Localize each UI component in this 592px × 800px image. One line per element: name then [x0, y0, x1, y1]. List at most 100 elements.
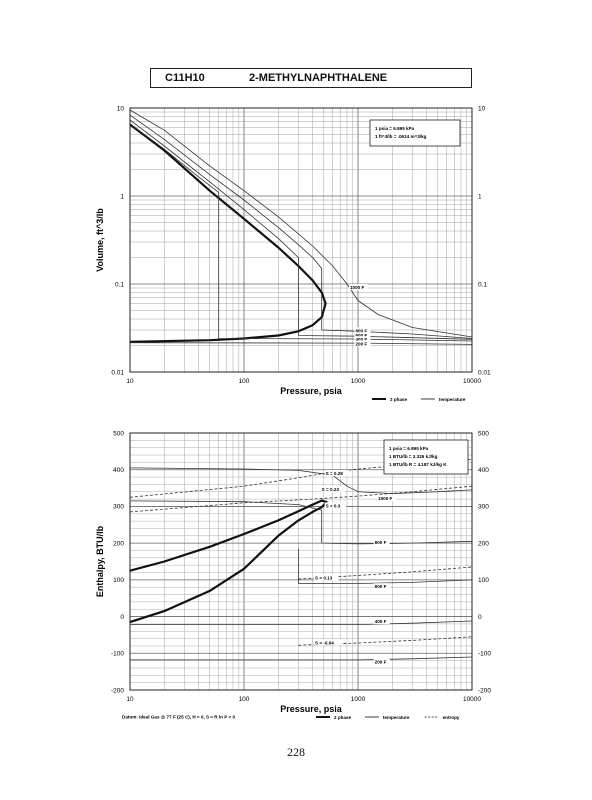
chart2-curve-label: 600 F	[375, 584, 387, 589]
chart2-legend-label: entropy	[443, 715, 460, 720]
chart1-conversion-line: 1 ft^3/lb = .0624 m^3/kg	[375, 134, 427, 139]
chart2-curve-label-bg	[373, 539, 390, 546]
chart2-series-s-0-23	[129, 485, 473, 513]
chart1-y-tick-label-right: 10	[478, 105, 486, 112]
chart2-y-tick-label-left: 100	[113, 577, 124, 584]
chart1-conversion-line: 1 psia = 6.895 kPa	[375, 126, 415, 131]
chart1-curve-label-bg	[348, 284, 368, 291]
chart2-curve-label-bg	[314, 574, 339, 581]
chart2-plot-frame	[129, 432, 473, 691]
chart2-conversion-box	[383, 439, 469, 475]
chart2-y-tick-label-right: 100	[478, 577, 489, 584]
chart1-series-1000-f	[129, 109, 473, 338]
chart2-series-s-0-04	[298, 636, 473, 646]
chart2-curve-label-bg	[324, 502, 347, 509]
chart1-y-tick-label-left: 1	[120, 193, 124, 200]
chart2-x-tick-label: 10000	[463, 696, 481, 703]
chart2-curve-label: S = 0.28	[326, 471, 344, 476]
chart1-x-tick-label: 10000	[463, 378, 481, 385]
chart2-x-tick-label: 100	[239, 696, 250, 703]
chart2-y-tick-label-left: 200	[113, 540, 124, 547]
chart2-series-800-f	[129, 500, 473, 545]
chart1-x-tick-label: 100	[239, 378, 250, 385]
chart1-curve-label: 200 F	[355, 341, 367, 346]
chart2-conversion-line: 1 BTU/lb = 2.326 kJ/kg	[389, 454, 438, 459]
chart2-conversion-line: 1 psia = 6.895 kPa	[389, 446, 429, 451]
chart1-x-tick-label: 1000	[351, 378, 366, 385]
chart1-curve-label: 600 F	[355, 333, 367, 338]
chart2-curve-label-bg	[320, 485, 346, 492]
chart1-curve-label: 400 F	[355, 337, 367, 342]
chart1-legend-label: 2 phase	[390, 397, 408, 402]
chart1-curve-label: 800 F	[355, 328, 367, 333]
chart1-y-tick-label-right: 0.1	[478, 281, 487, 288]
chart1-curve-label-bg	[354, 327, 371, 334]
chart1-y-tick-label-left: 0.01	[111, 369, 124, 376]
chart2-y-tick-label-right: 500	[478, 430, 489, 437]
chart2-curve-label: 800 F	[375, 540, 387, 545]
chart1-x-tick-label: 10	[126, 378, 134, 385]
chart2-series-s-0-28	[129, 459, 473, 498]
chart1-series-800-f	[129, 114, 473, 339]
chart2-series-s-0-13	[298, 566, 473, 580]
chart2-x-tick-label: 1000	[351, 696, 366, 703]
chart2-y-tick-label-right: -200	[478, 687, 491, 694]
chart1-series-400-f	[129, 123, 473, 342]
chart1-curve-label-bg	[354, 336, 371, 343]
chart2-legend-label: 2 phase	[334, 715, 352, 720]
chart1-y-tick-label-left: 10	[117, 105, 125, 112]
chart2-curve-label: 1000 F	[378, 496, 392, 501]
chart2-y-tick-label-left: 300	[113, 504, 124, 511]
chart2-curve-label-bg	[314, 639, 342, 646]
chart2-series-600-f	[298, 548, 473, 584]
chart2-curve-label: S = 0.13	[315, 575, 333, 580]
chart1-plot-frame	[129, 107, 473, 373]
chart2-y-tick-label-left: 0	[120, 614, 124, 621]
chart1-y-tick-label-right: 0.01	[478, 369, 491, 376]
chart2-y-tick-label-right: -100	[478, 651, 491, 658]
chart1-y-axis-label: Volume, ft^3/lb	[95, 208, 105, 272]
chart2-curve-label-bg	[324, 470, 350, 477]
chart2-y-tick-label-left: -100	[111, 651, 124, 658]
chart2-curve-label-bg	[373, 658, 390, 665]
chart2-curve-label: S = -0.04	[315, 640, 334, 645]
chart1-curve-label: 1000 F	[350, 285, 364, 290]
chart-header-box: C11H10 2-METHYLNAPHTHALENE	[150, 68, 472, 88]
chart2-conversion-line: 1 BTU/lb R = 4.187 kJ/kg K	[389, 462, 447, 467]
chart1-y-tick-label-right: 1	[478, 193, 482, 200]
chart2-y-tick-label-right: 400	[478, 467, 489, 474]
chart2-y-tick-label-right: 0	[478, 614, 482, 621]
chart1-y-tick-label-left: 0.1	[115, 281, 124, 288]
chart2-series-2-phase	[129, 499, 328, 624]
chart2-curve-label-bg	[373, 618, 390, 625]
chart1-conversion-box	[369, 119, 461, 147]
chart2-curve-label-bg	[373, 583, 390, 590]
chart1-series-600-f	[129, 119, 473, 340]
chart1-curve-label-bg	[354, 340, 371, 347]
chart2-y-tick-label-right: 200	[478, 540, 489, 547]
chart2-x-axis-label: Pressure, psia	[280, 704, 343, 714]
chart2-curve-label: S = 0.23	[322, 487, 340, 492]
chart2-curve-label: 400 F	[375, 619, 387, 624]
compound-formula: C11H10	[165, 72, 205, 84]
chart2-curve-label: S = 0.3	[326, 503, 341, 508]
chart2-curve-label: 200 F	[375, 659, 387, 664]
chart2-legend-label: temperature	[383, 715, 410, 720]
chart1-curve-label-bg	[354, 332, 371, 339]
chart2-y-tick-label-right: 300	[478, 504, 489, 511]
chart2-x-tick-label: 10	[126, 696, 134, 703]
chart1-series-200-f	[129, 342, 473, 345]
compound-name: 2-METHYLNAPHTHALENE	[249, 72, 388, 84]
chart2-curve-label-bg	[377, 495, 396, 502]
page-number: 228	[287, 745, 305, 759]
chart1-legend-label: temperature	[439, 397, 466, 402]
chart2-y-tick-label-left: 500	[113, 430, 124, 437]
chart2-y-tick-label-left: -200	[111, 687, 124, 694]
chart1-series-2-phase	[129, 123, 327, 343]
chart2-y-axis-label: Enthalpy, BTU/lb	[95, 525, 105, 597]
chart2-series-1000-f	[129, 467, 473, 494]
chart2-series-200-f	[130, 656, 473, 661]
chart2-datum-footnote: Datum: Ideal Gas @ 77 F (25 C), H = 0, S…	[122, 715, 235, 720]
chart2-y-tick-label-left: 400	[113, 467, 124, 474]
